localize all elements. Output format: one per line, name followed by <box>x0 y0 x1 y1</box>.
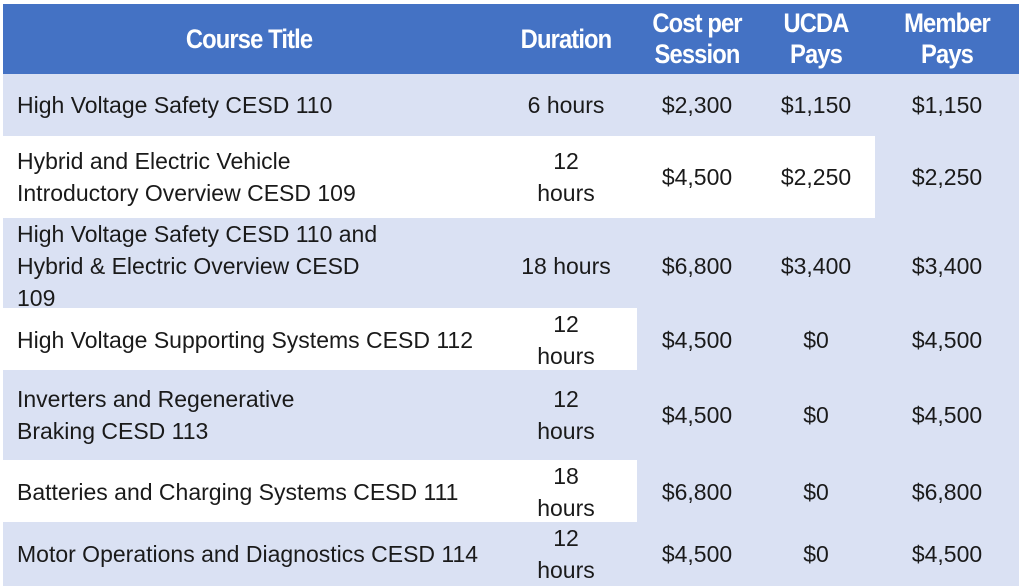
duration-cell: 12 hours <box>537 525 595 583</box>
table-row: Inverters and Regenerative Braking CESD … <box>3 370 1019 460</box>
ucda-pays-cell: $0 <box>757 370 875 460</box>
member-pays-cell: $4,500 <box>875 308 1019 372</box>
header-ucda-pays: UCDA Pays <box>783 8 849 69</box>
table-row: Motor Operations and Diagnostics CESD 11… <box>3 522 1019 586</box>
table-row: Hybrid and Electric Vehicle Introductory… <box>3 136 1019 218</box>
header-course-title: Course Title <box>185 23 313 54</box>
course-title-cell: Inverters and Regenerative Braking CESD … <box>17 386 295 444</box>
ucda-pays-cell: $3,400 <box>757 218 875 314</box>
ucda-pays-cell: $2,250 <box>757 136 875 218</box>
cost-cell: $4,500 <box>637 136 757 218</box>
ucda-pays-cell: $0 <box>757 522 875 586</box>
cost-cell: $6,800 <box>637 218 757 314</box>
table-row: High Voltage Safety CESD 110 and Hybrid … <box>3 218 1019 314</box>
cost-cell: $4,500 <box>637 522 757 586</box>
duration-cell: 12 hours <box>537 386 595 444</box>
course-title-cell: High Voltage Safety CESD 110 and Hybrid … <box>17 221 378 311</box>
duration-cell: 18 hours <box>495 218 637 314</box>
member-pays-cell: $6,800 <box>875 460 1019 524</box>
ucda-pays-cell: $1,150 <box>757 74 875 136</box>
course-title-cell: High Voltage Safety CESD 110 <box>3 74 495 136</box>
course-pricing-table: Course Title Duration Cost per Session U… <box>3 4 1019 586</box>
member-pays-cell: $2,250 <box>875 136 1019 218</box>
member-pays-cell: $4,500 <box>875 370 1019 460</box>
course-title-cell: High Voltage Supporting Systems CESD 112 <box>3 308 495 372</box>
table-row: Batteries and Charging Systems CESD 111 … <box>3 460 1019 524</box>
cost-cell: $6,800 <box>637 460 757 524</box>
header-cost-per-session: Cost per Session <box>652 8 742 69</box>
course-title-cell: Motor Operations and Diagnostics CESD 11… <box>3 522 495 586</box>
table-row: High Voltage Safety CESD 110 6 hours $2,… <box>3 74 1019 136</box>
duration-cell: 12 hours <box>537 148 595 206</box>
member-pays-cell: $4,500 <box>875 522 1019 586</box>
course-title-cell: Batteries and Charging Systems CESD 111 <box>3 460 495 524</box>
ucda-pays-cell: $0 <box>757 308 875 372</box>
header-member-pays: Member Pays <box>904 8 991 69</box>
header-duration: Duration <box>520 23 613 54</box>
ucda-pays-cell: $0 <box>757 460 875 524</box>
cost-cell: $4,500 <box>637 308 757 372</box>
course-title-cell: Hybrid and Electric Vehicle Introductory… <box>17 148 356 206</box>
table-row: High Voltage Supporting Systems CESD 112… <box>3 308 1019 372</box>
duration-cell: 6 hours <box>495 74 637 136</box>
member-pays-cell: $1,150 <box>875 74 1019 136</box>
table-header-row: Course Title Duration Cost per Session U… <box>3 4 1019 74</box>
duration-cell: 12 hours <box>537 311 595 369</box>
member-pays-cell: $3,400 <box>875 218 1019 314</box>
duration-cell: 18 hours <box>537 463 595 521</box>
cost-cell: $4,500 <box>637 370 757 460</box>
cost-cell: $2,300 <box>637 74 757 136</box>
